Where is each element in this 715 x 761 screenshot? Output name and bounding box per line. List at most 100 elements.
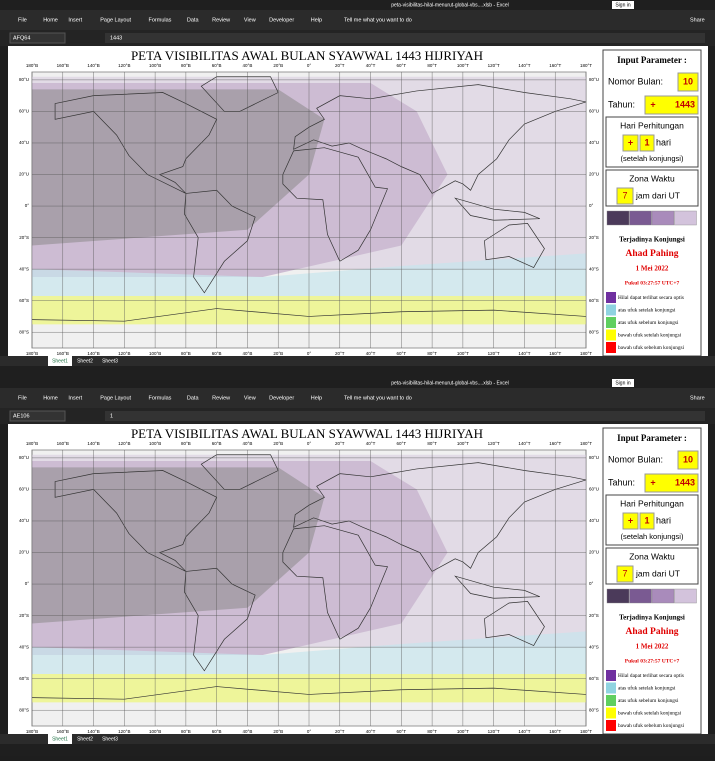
sheet-tab[interactable]: Sheet2 [77,736,93,742]
lon-label: 140°T [518,729,530,734]
continent [282,147,388,262]
input-value[interactable]: 1443 [675,477,695,487]
input-box[interactable] [677,450,699,470]
continent [183,567,256,672]
legend-label: bawah ufuk setelah konjungsi [618,710,682,717]
share[interactable]: Share [690,395,705,401]
input-box[interactable] [616,187,634,205]
formula-text[interactable]: 1443 [110,35,122,41]
lon-label: 120°T [488,441,500,446]
lon-label: 140°T [518,351,530,356]
param-heading: Input Parameter : [617,55,687,65]
input-box[interactable] [639,134,655,152]
ribbon-tab[interactable]: Data [187,395,200,401]
lon-label: 40°B [243,351,253,356]
lon-label: 140°T [518,63,530,68]
lon-label: 60°B [212,351,222,356]
share[interactable]: Share [690,17,705,23]
input-box[interactable] [622,134,639,152]
input-value[interactable]: 10 [683,76,693,86]
input-box[interactable] [639,512,655,530]
sheet-tab-active[interactable] [48,356,72,366]
lon-label: 100°B [149,729,161,734]
lon-label: 180°B [26,351,38,356]
sign-in-button[interactable] [612,1,634,9]
input-box[interactable] [644,473,699,493]
sheet-tab[interactable]: Sheet1 [52,358,68,364]
input-value[interactable]: 7 [622,190,627,200]
name-box[interactable] [9,32,66,44]
ribbon-tab[interactable]: Insert [68,17,82,23]
input-value[interactable]: 1 [644,515,649,525]
sheet-tab[interactable]: Sheet2 [77,358,93,364]
lon-label: 100°B [149,351,161,356]
legend-label: bawah ufuk setelah konjungsi [618,332,682,339]
sheet-tab[interactable]: Sheet1 [52,736,68,742]
lat-label: 40°S [19,644,29,649]
ribbon-tab[interactable]: File [18,17,27,23]
lat-label: 60°S [19,676,29,681]
color-strip [606,588,630,604]
lon-label: 40°B [243,729,253,734]
lon-label: 100°T [457,351,469,356]
name-box-text[interactable]: AFQ64 [13,35,30,41]
conj-title: Terjadinya Konjungsi [619,236,685,244]
lon-label: 60°B [212,729,222,734]
ribbon-tab[interactable]: View [244,17,256,23]
lat-label: 0° [25,581,30,586]
lon-label: 60°B [212,441,222,446]
ribbon-tab[interactable]: File [18,395,27,401]
formula-text[interactable]: 1 [110,413,113,419]
ribbon-tab[interactable]: Formulas [149,395,172,401]
formula-input[interactable] [105,411,705,421]
input-value[interactable]: 10 [683,454,693,464]
ribbon-tab[interactable]: Home [43,395,58,401]
ribbon-tab[interactable]: Data [187,17,200,23]
ribbon-tab[interactable]: Help [311,17,322,23]
input-sign: + [650,477,655,487]
lon-label: 20°B [273,351,283,356]
legend-label: atas ufuk sebelum konjungsi [618,319,679,326]
title-bar [0,0,715,10]
ribbon-tab[interactable]: Developer [269,395,294,401]
input-box[interactable] [616,565,634,583]
sheet-tab[interactable]: Sheet3 [102,736,118,742]
ribbon-tab[interactable]: Page Layout [100,395,131,401]
ribbon [0,10,715,30]
lon-label: 60°T [397,63,407,68]
ribbon-tab[interactable]: Insert [68,395,82,401]
ribbon-tab[interactable]: Review [212,17,230,23]
sign-in[interactable]: Sign in [615,2,631,8]
name-box[interactable] [9,410,66,422]
tell-me[interactable]: Tell me what you want to do [344,17,412,23]
lat-label: 20°S [19,613,29,618]
legend-swatch [606,329,616,341]
ribbon-tab[interactable]: Developer [269,17,294,23]
legend-label: atas ufuk sebelum konjungsi [618,697,679,704]
input-box[interactable] [644,95,699,115]
lon-label: 160°B [57,441,69,446]
input-value[interactable]: 1443 [675,99,695,109]
lon-label: 60°T [397,351,407,356]
sign-in-button[interactable] [612,379,634,387]
sheet-tab-active[interactable] [48,734,72,744]
ribbon-tab[interactable]: Review [212,395,230,401]
lon-label: 140°B [87,441,99,446]
ribbon-tab[interactable]: View [244,395,256,401]
input-box[interactable] [677,72,699,92]
input-value[interactable]: 1 [644,137,649,147]
formula-input[interactable] [105,33,705,43]
ribbon-tab[interactable]: Help [311,395,322,401]
tell-me[interactable]: Tell me what you want to do [344,395,412,401]
input-box[interactable] [622,512,639,530]
ribbon-tab[interactable]: Formulas [149,17,172,23]
input-value[interactable]: 7 [622,568,627,578]
sign-in[interactable]: Sign in [615,380,631,386]
name-box-text[interactable]: AE106 [13,413,30,419]
color-strip [674,588,697,604]
sheet-tab[interactable]: Sheet3 [102,358,118,364]
lon-label: 40°T [366,441,376,446]
ribbon-tab[interactable]: Home [43,17,58,23]
lon-label: 60°T [397,729,407,734]
ribbon-tab[interactable]: Page Layout [100,17,131,23]
